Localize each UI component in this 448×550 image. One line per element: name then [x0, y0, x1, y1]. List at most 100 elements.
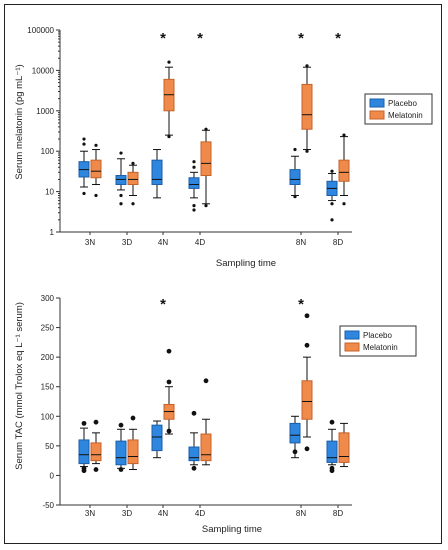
y-tick-label: -50: [42, 501, 54, 510]
outlier-point: [191, 410, 197, 416]
x-tick-label-8N: 8N: [296, 238, 306, 247]
legend-label-placebo: Placebo: [363, 331, 392, 340]
box-melatonin-4N: [163, 60, 175, 139]
outlier-point: [166, 348, 172, 354]
x-tick-label-3N: 3N: [85, 238, 95, 247]
box-placebo-3N: [78, 420, 90, 474]
outlier-point: [204, 127, 208, 131]
significance-marker-8D: *: [335, 30, 341, 47]
x-tick-label-8D: 8D: [333, 238, 343, 247]
outlier-point: [342, 133, 346, 137]
axes: 1 10 100 1000 10000 100000 3N 3D 4N 4D 8N 8D: [27, 26, 352, 247]
legend-label-melatonin: Melatonin: [388, 111, 423, 120]
box-melatonin-4D: [200, 378, 212, 466]
x-tick-label-8D: 8D: [333, 509, 343, 518]
box-melatonin-8N: [301, 313, 313, 452]
box-iqr: [200, 433, 212, 462]
box-placebo-8N: [289, 147, 301, 199]
y-tick-label: 300: [41, 294, 55, 303]
box-melatonin-4N: [163, 348, 175, 435]
x-tick-label-8N: 8N: [296, 509, 306, 518]
y-tick-label: 1: [50, 228, 55, 237]
box-iqr: [127, 439, 139, 465]
y-tick-label: 250: [41, 324, 55, 333]
y-tick-label: 150: [41, 383, 55, 392]
box-placebo-3D: [115, 422, 127, 472]
box-placebo-4D: [188, 410, 200, 471]
x-tick-label-4D: 4D: [195, 509, 205, 518]
legend-label-melatonin: Melatonin: [363, 343, 398, 352]
outlier-point: [167, 60, 171, 64]
outlier-point: [131, 161, 135, 165]
box-iqr: [115, 175, 127, 185]
outlier-point: [293, 195, 297, 199]
box-iqr: [289, 422, 301, 444]
outlier-point: [93, 419, 99, 425]
outlier-point: [304, 446, 310, 452]
box-iqr: [200, 141, 212, 177]
outlier-point: [191, 465, 197, 471]
outlier-point: [94, 193, 98, 198]
box-melatonin-3N: [90, 143, 102, 198]
outlier-point: [329, 419, 335, 425]
x-tick-label-3N: 3N: [85, 509, 95, 518]
outlier-point: [119, 151, 123, 155]
outlier-point: [192, 208, 196, 212]
box-placebo-4D: [188, 160, 200, 212]
legend-swatch-melatonin: [344, 342, 360, 352]
x-axis-title: Sampling time: [216, 258, 276, 269]
box-iqr: [127, 171, 139, 185]
outlier-point: [192, 204, 196, 208]
outlier-point: [192, 160, 196, 164]
legend-swatch-placebo: [369, 98, 385, 108]
significance-marker-4N: *: [160, 296, 166, 313]
outlier-point: [119, 202, 123, 206]
box-melatonin-3D: [127, 415, 139, 471]
box-iqr: [338, 159, 350, 182]
y-tick-label: 10: [45, 188, 54, 197]
significance-marker-8N: *: [298, 296, 304, 313]
significance-marker-4D: *: [197, 30, 203, 47]
legend: Placebo Melatonin: [339, 325, 417, 357]
box-iqr: [188, 177, 200, 189]
legend: Placebo Melatonin: [364, 93, 433, 125]
outlier-point: [330, 218, 334, 222]
outlier-point: [305, 149, 309, 153]
box-iqr: [90, 159, 102, 179]
outlier-point: [204, 204, 208, 208]
box-iqr: [151, 159, 163, 185]
box-iqr: [301, 83, 313, 130]
significance-marker-8N: *: [298, 30, 304, 47]
legend-swatch-melatonin: [369, 110, 385, 120]
box-iqr: [151, 424, 163, 452]
outlier-point: [82, 142, 86, 146]
outlier-point: [130, 415, 136, 421]
outlier-point: [342, 202, 346, 206]
box-placebo-8D: [326, 169, 338, 222]
outlier-point: [330, 202, 334, 206]
y-tick-label: 0: [50, 471, 55, 480]
box-placebo-3D: [115, 151, 127, 206]
box-iqr: [78, 439, 90, 465]
box-iqr: [188, 446, 200, 462]
outlier-point: [94, 143, 98, 147]
outlier-point: [119, 193, 123, 198]
outlier-point: [131, 202, 135, 206]
y-axis-title: Serum melatonin (pg mL⁻¹): [14, 64, 25, 179]
box-melatonin-8D: [338, 422, 350, 468]
outlier-point: [167, 134, 171, 139]
x-tick-label-4N: 4N: [158, 238, 168, 247]
y-tick-label: 10000: [32, 66, 55, 75]
outlier-point: [330, 169, 334, 173]
outlier-point: [118, 422, 124, 428]
box-melatonin-4D: [200, 127, 212, 208]
y-tick-label: 100: [41, 412, 55, 421]
outlier-point: [82, 137, 86, 141]
legend-label-placebo: Placebo: [388, 99, 417, 108]
box-melatonin-8N: [301, 64, 313, 153]
box-melatonin-3N: [90, 419, 102, 472]
x-axis-title: Sampling time: [202, 524, 262, 535]
tac-chart: Serum TAC (mmol Trolox eq L⁻¹ serum) Sam…: [14, 294, 417, 535]
box-iqr: [289, 169, 301, 185]
x-tick-label-3D: 3D: [122, 238, 132, 247]
